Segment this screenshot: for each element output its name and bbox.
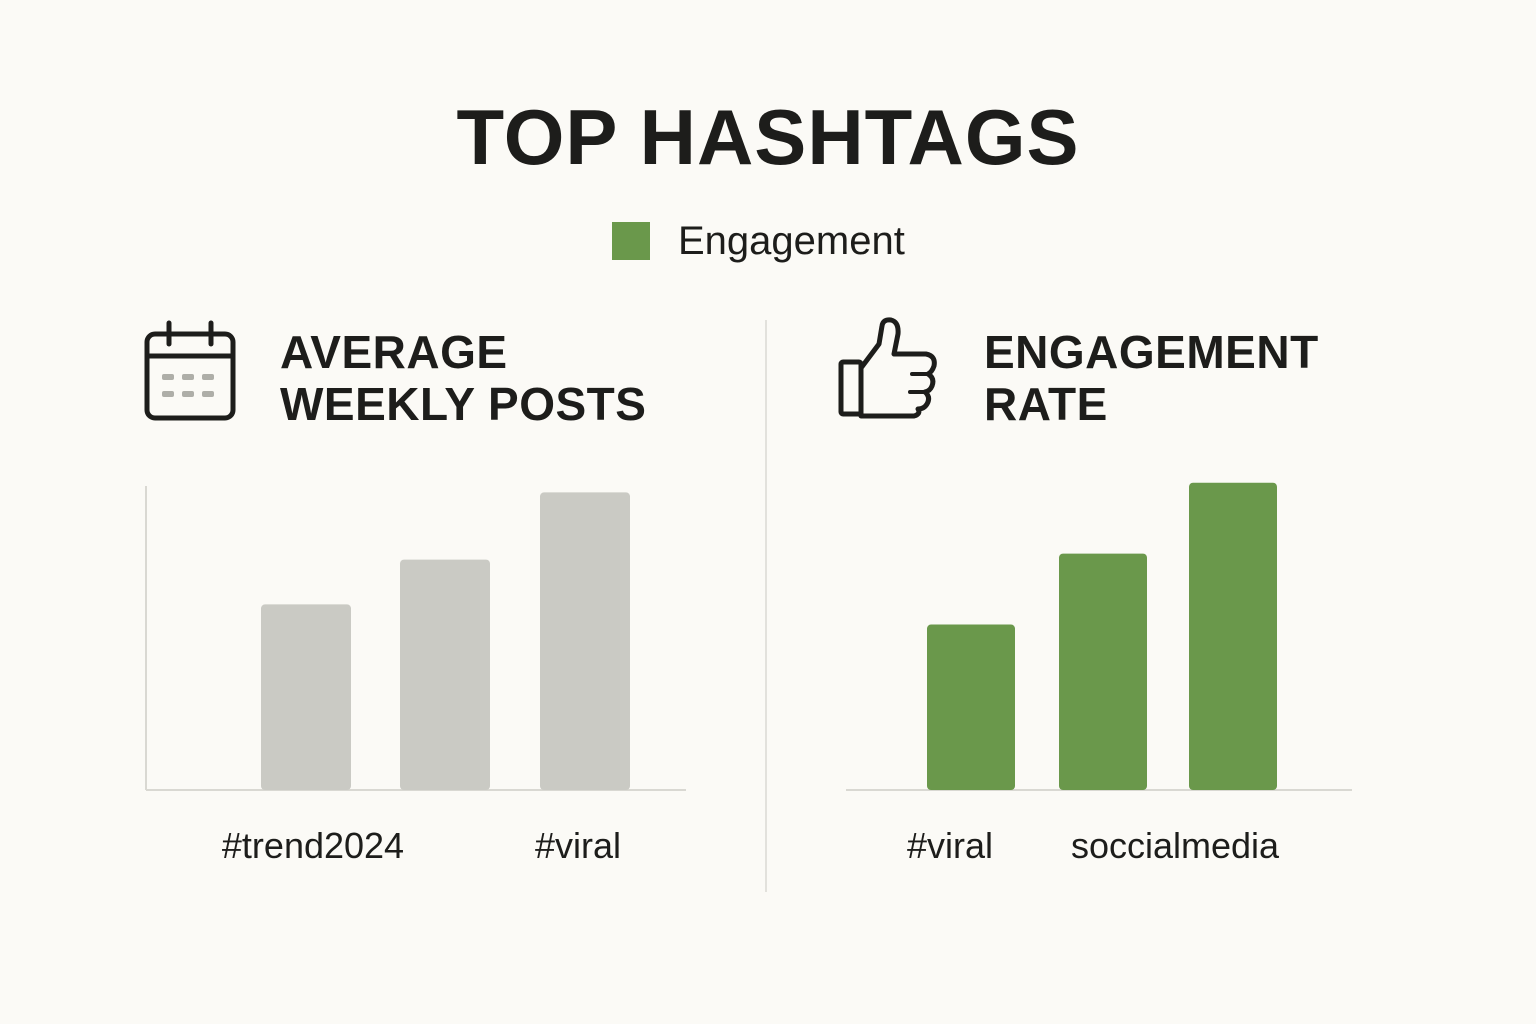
panel-title-posts-line1: AVERAGE [280,326,508,378]
chart-posts: #trend2024 #viral [145,486,686,866]
panel-title-engagement-line1: ENGAGEMENT [984,326,1319,378]
posts-tick-label-3: #viral [535,825,621,866]
calendar-icon [144,320,236,421]
panel-divider [765,320,767,892]
engagement-bar-2 [1189,482,1277,790]
chart-engagement: #viral soccialmedia [846,482,1352,866]
legend-label: Engagement [678,219,905,263]
posts-bar-3 [540,492,630,790]
panel-title-posts-line2: WEEKLY POSTS [280,378,647,430]
engagement-bar-0 [927,624,1015,790]
engagement-bar-1 [1059,553,1147,790]
engagement-tick-label-0: #viral [907,825,993,866]
legend-swatch [612,222,650,260]
thumbs-up-icon [838,317,937,419]
panel-title-posts: AVERAGE WEEKLY POSTS [280,326,646,430]
chart-title: TOP HASHTAGS [456,93,1080,181]
posts-bar-2 [400,559,490,790]
legend: Engagement [612,218,905,264]
panel-title-engagement-line2: RATE [984,378,1108,430]
panel-title-engagement: ENGAGEMENT RATE [984,326,1319,430]
engagement-tick-label-1: soccialmedia [1071,825,1280,866]
posts-tick-label-1: #trend2024 [222,825,404,866]
posts-bar-1 [261,604,351,790]
